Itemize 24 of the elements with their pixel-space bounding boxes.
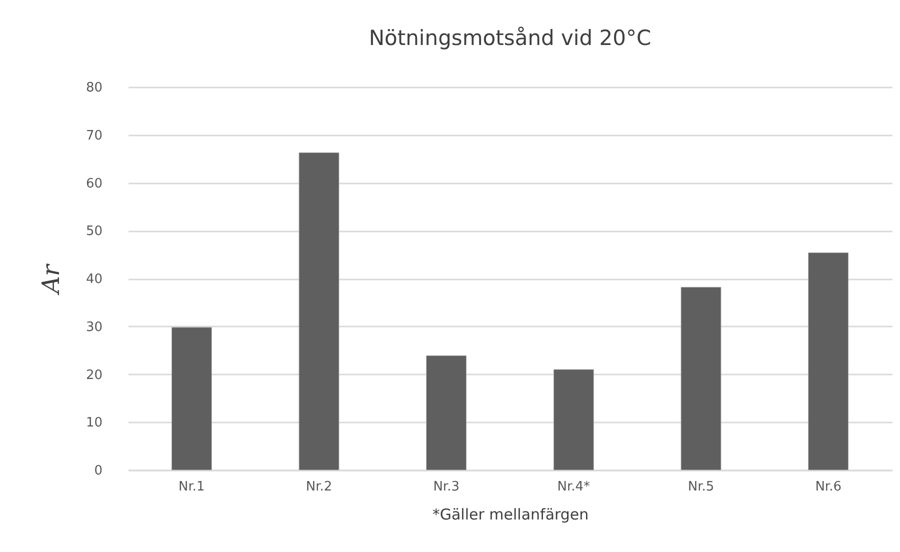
y-tick-label: 10 (86, 416, 102, 431)
bar (171, 327, 212, 470)
x-tick-label: Nr.2 (306, 480, 332, 494)
y-tick-label: 70 (86, 128, 102, 144)
bar (298, 152, 340, 470)
y-axis-title: Ar (36, 263, 65, 296)
x-tick-label: Nr.1 (178, 480, 205, 494)
bar (680, 286, 722, 470)
bar (808, 252, 849, 470)
bar (553, 369, 594, 470)
y-tick-label: 80 (86, 80, 102, 96)
x-tick-label: Nr.6 (815, 480, 842, 494)
bar (426, 355, 467, 470)
x-tick-label: Nr.3 (433, 480, 460, 494)
y-tick-label: 60 (86, 176, 102, 192)
x-tick-label: Nr.5 (688, 480, 714, 494)
y-tick-label: 40 (86, 272, 102, 287)
x-tick-label: Nr.4* (557, 480, 591, 494)
y-tick-label: 0 (94, 464, 102, 478)
y-tick-label: 20 (86, 368, 102, 383)
y-tick-label: 30 (86, 320, 102, 335)
chart-title: Nötningsmotsånd vid 20°C (368, 26, 652, 50)
y-tick-label: 50 (86, 224, 102, 240)
x-axis-title: *Gäller mellanfärgen (432, 506, 589, 524)
